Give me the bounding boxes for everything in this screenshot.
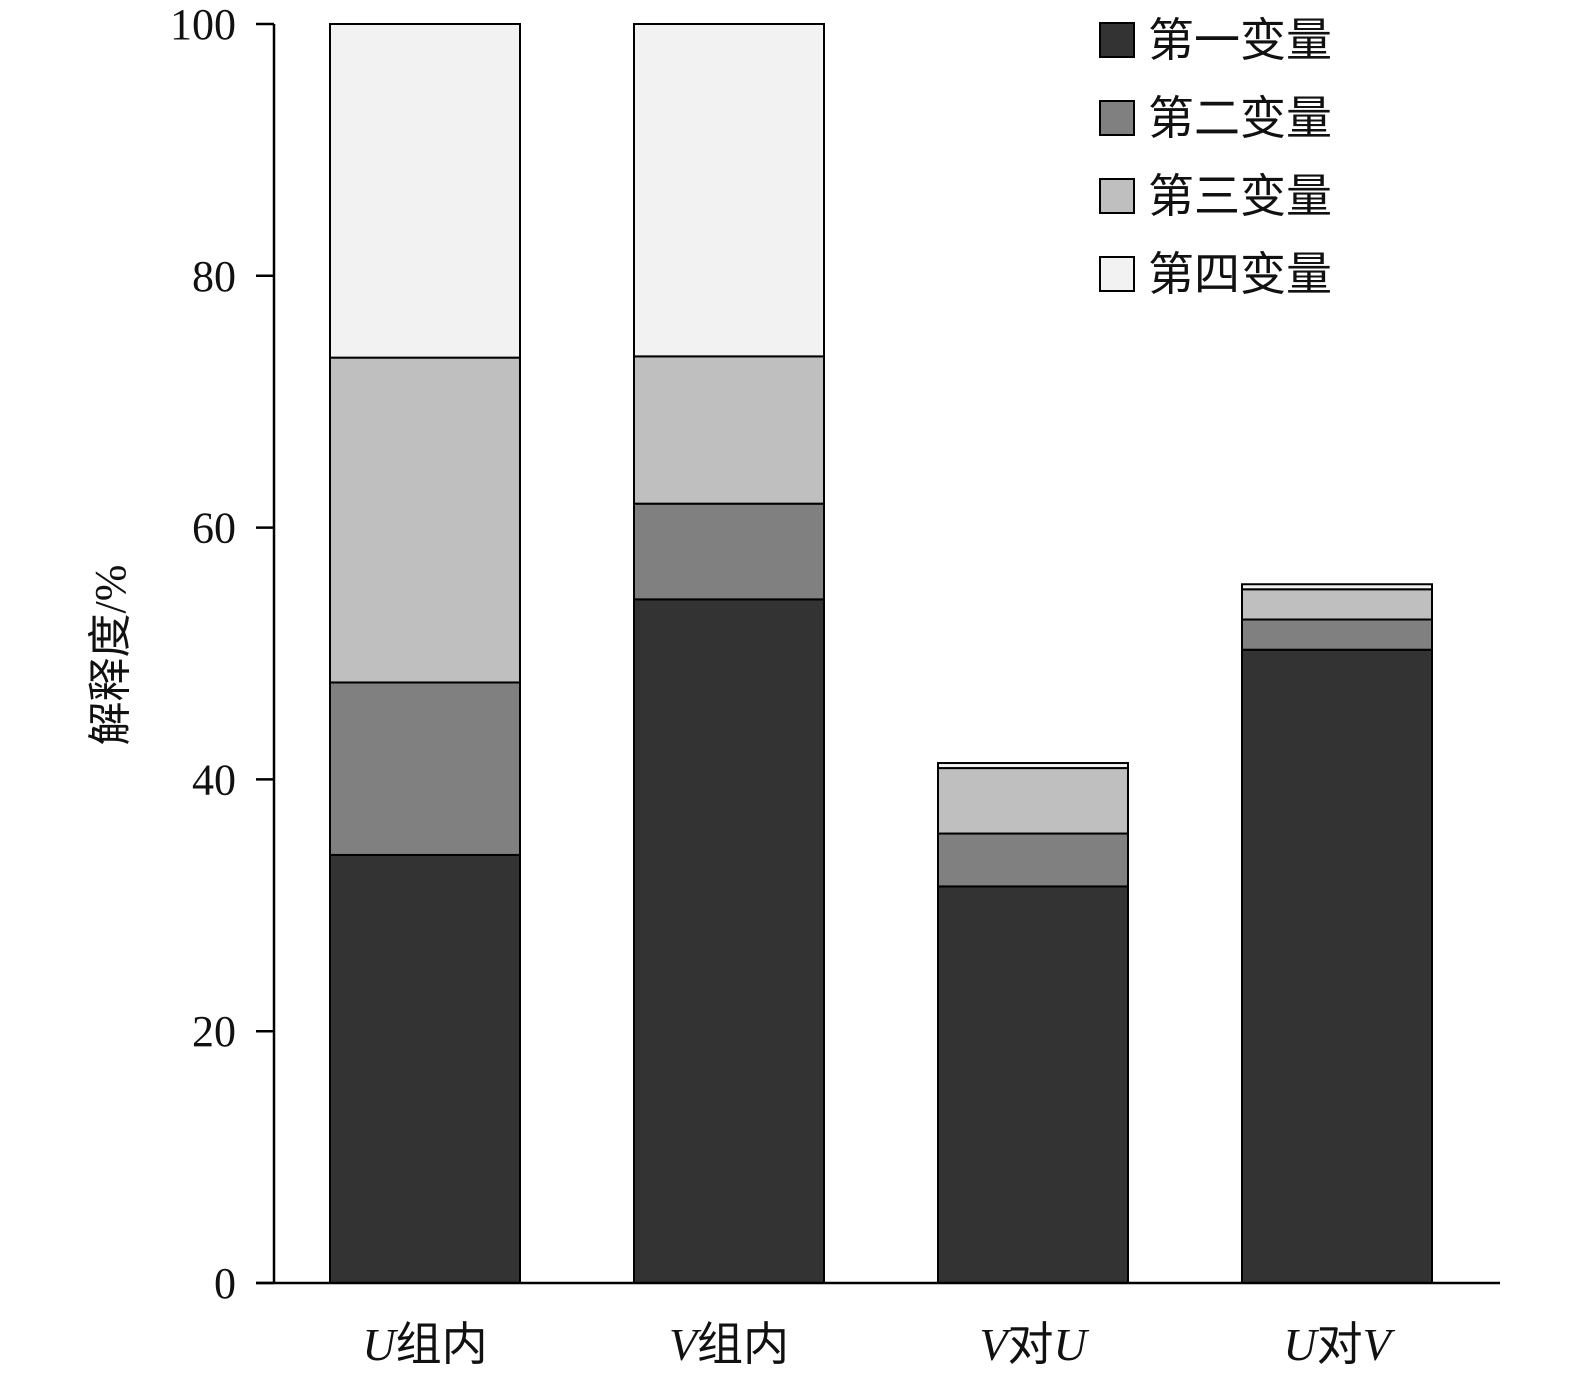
x-category-label-2: V组内 [669, 1319, 789, 1370]
bar-segment-3-series-4 [937, 762, 1129, 770]
bar-segment-4-series-4 [1241, 583, 1433, 591]
x-category-label-3: V对U [979, 1319, 1089, 1370]
bar-segment-1-series-3 [329, 356, 521, 684]
y-tick-label-40: 40 [192, 755, 236, 804]
y-tick-label-20: 20 [192, 1007, 236, 1056]
bar-segment-3-series-1 [937, 885, 1129, 1284]
bar-segment-1-series-1 [329, 853, 521, 1284]
y-axis-title: 解释度/% [86, 565, 135, 746]
bar-segment-4-series-3 [1241, 588, 1433, 621]
legend-label-2: 第二变量 [1148, 93, 1332, 144]
y-tick-label-60: 60 [192, 504, 236, 553]
legend-swatch-1 [1099, 22, 1135, 58]
axes-layer [256, 24, 1500, 1285]
bar-segment-4-series-1 [1241, 648, 1433, 1284]
x-labels-layer: U组内 V组内 V对U U对V [362, 1319, 1395, 1370]
legend-label-1: 第一变量 [1148, 15, 1332, 66]
x-category-label-4: U对V [1283, 1319, 1395, 1370]
x-category-label-1: U组内 [362, 1319, 487, 1370]
bar-segment-2-series-1 [633, 598, 825, 1284]
bar-segment-3-series-3 [937, 767, 1129, 835]
bar-segment-1-series-4 [329, 23, 521, 359]
legend-label-3: 第三变量 [1148, 171, 1332, 222]
y-tick-label-0: 0 [214, 1259, 236, 1308]
legend-label-4: 第四变量 [1148, 249, 1332, 300]
y-tick-label-80: 80 [192, 252, 236, 301]
bar-segment-2-series-3 [633, 355, 825, 505]
bar-segment-3-series-2 [937, 832, 1129, 888]
legend-swatch-4 [1099, 256, 1135, 292]
bar-segment-4-series-2 [1241, 618, 1433, 651]
bar-segment-1-series-2 [329, 681, 521, 856]
y-ticks-layer: 0 20 40 60 80 100 [170, 0, 274, 1308]
bars-layer [329, 23, 1433, 1284]
y-tick-label-100: 100 [170, 0, 236, 49]
legend-swatch-3 [1099, 178, 1135, 214]
legend-swatch-2 [1099, 100, 1135, 136]
bar-segment-2-series-2 [633, 502, 825, 601]
bar-segment-2-series-4 [633, 23, 825, 358]
